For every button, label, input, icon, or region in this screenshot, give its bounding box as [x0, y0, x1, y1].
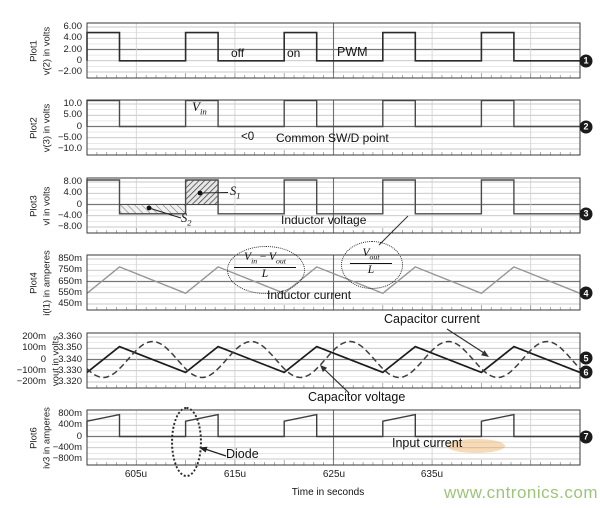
vin-label: Vin — [192, 99, 207, 117]
ytick-label-right: 3.340 — [58, 353, 82, 365]
curve-number-marker: 1 — [579, 54, 593, 68]
ytick-label: 4.00 — [63, 32, 83, 44]
ytick-label: 100m — [22, 342, 46, 354]
ytick-label: −5.00 — [57, 131, 82, 143]
ytick-label: 0 — [76, 54, 82, 66]
curve-number-marker: 2 — [579, 120, 593, 133]
ytick-label-right: 3.330 — [58, 364, 82, 376]
capacitor-current-label: Capacitor current — [384, 312, 480, 326]
watermark-text: www.cntronics.com — [444, 483, 598, 502]
slope-off-numerator: Vout — [350, 247, 392, 264]
curve-number-marker: 6 — [579, 365, 593, 379]
curve-number-marker: 4 — [579, 286, 593, 300]
ytick-label: 5.00 — [63, 109, 83, 121]
input-current-label: Input current — [392, 436, 463, 450]
ytick-label: 0 — [40, 353, 46, 365]
ytick-label: 0 — [76, 430, 82, 442]
xtick-605u: 605u — [124, 469, 148, 480]
ytick-label: −4.00 — [57, 209, 82, 221]
slope-on-denominator: L — [261, 267, 269, 280]
slope-on-fraction: Vin − Vout L — [234, 251, 296, 281]
capacitor-current-arrow — [446, 328, 489, 357]
ytick-label: −400m — [52, 441, 82, 453]
ytick-label: −800m — [52, 453, 82, 464]
di-dt-off-ellipse — [341, 241, 403, 289]
plot-name-label: Plot2 — [28, 116, 40, 139]
capacitor-voltage-label: Capacitor voltage — [308, 390, 406, 404]
plot-name-label: Plot1 — [28, 39, 40, 62]
ytick-label: −100m — [16, 364, 46, 376]
diode-conduction-ellipse — [171, 407, 202, 477]
s1-label: S1 — [230, 184, 241, 201]
xtick-625u: 625u — [322, 469, 346, 480]
slope-on-numerator: Vin − Vout — [234, 251, 296, 268]
ytick-label: 0 — [76, 120, 82, 132]
plot-signal-label: vl in volts — [41, 185, 53, 226]
xtick-615u: 615u — [223, 469, 247, 480]
s2-subscript: 2 — [187, 217, 192, 228]
ytick-label: 10.0 — [63, 98, 83, 109]
xtick-635u: 635u — [420, 469, 444, 480]
plot-name-label: Plot3 — [28, 194, 40, 217]
pwm-label: PWM — [337, 45, 368, 59]
vin-symbol: V — [192, 99, 200, 114]
ytick-label: 4.00 — [63, 187, 83, 199]
curve-number-marker: 5 — [579, 351, 593, 365]
curve-number-marker: 7 — [579, 430, 593, 443]
ytick-label: −200m — [16, 376, 46, 387]
ytick-label: 0 — [76, 198, 82, 210]
ytick-label: −2.00 — [57, 66, 82, 77]
inductor-voltage-label: Inductor voltage — [281, 213, 367, 227]
vin-subscript: in — [199, 106, 207, 117]
pwm-on-label: on — [287, 46, 301, 60]
ytick-label: 650m — [58, 275, 82, 287]
ytick-label: 850m — [58, 253, 82, 264]
slope-off-fraction: Vout L — [350, 247, 392, 277]
ytick-label-right: 3.320 — [58, 376, 82, 387]
ytick-label: −10.0 — [57, 143, 82, 154]
plot-signal-label: iv3 in amperes — [41, 406, 53, 469]
pwm-off-label: off — [231, 46, 245, 60]
di-dt-on-ellipse — [227, 246, 305, 294]
slope-off-denominator: L — [367, 263, 375, 276]
ytick-label: 800m — [58, 408, 82, 419]
ytick-label: 2.00 — [63, 43, 83, 55]
ytick-label: 200m — [22, 331, 46, 342]
inductor-current-label: Inductor current — [267, 288, 352, 302]
x-axis-title: Time in seconds — [291, 487, 365, 498]
ytick-label: 400m — [58, 419, 82, 431]
plot-signal-label: v(3) in volts — [41, 103, 53, 152]
s2-leader-line — [146, 205, 182, 219]
s1-subscript: 1 — [236, 190, 241, 201]
ytick-label: 8.00 — [63, 176, 83, 187]
less-than-zero-label: <0 — [241, 131, 255, 143]
ytick-label: 6.00 — [63, 21, 83, 32]
plot-name-label: Plot4 — [28, 271, 40, 294]
s2-label: S2 — [181, 211, 192, 228]
ytick-label: 550m — [58, 286, 82, 298]
diode-arrow — [199, 446, 227, 457]
diode-label: Diode — [226, 447, 259, 461]
s2-symbol: S — [181, 211, 188, 225]
vout-over-l-leader-line — [378, 215, 409, 246]
capacitor-voltage-arrow — [320, 365, 350, 394]
ytick-label: −8.00 — [57, 221, 82, 232]
plot-signal-label: v(2) in volts — [41, 26, 53, 75]
ytick-label-right: 3.350 — [58, 342, 82, 354]
s1-symbol: S — [230, 184, 237, 198]
plot-name-label: Plot6 — [28, 426, 40, 449]
ytick-label: 450m — [58, 298, 82, 309]
plot-signal-label: i(l1) in amperes — [41, 249, 53, 316]
s1-leader-line — [197, 190, 229, 196]
common-swd-point-label: Common SW/D point — [276, 131, 389, 145]
ytick-label-right: 3.360 — [58, 331, 82, 342]
curve-number-marker: 3 — [579, 207, 593, 221]
watermark-smudge — [447, 439, 505, 453]
plot-signal-label: vout in volts — [50, 335, 62, 386]
ytick-label: 750m — [58, 264, 82, 276]
